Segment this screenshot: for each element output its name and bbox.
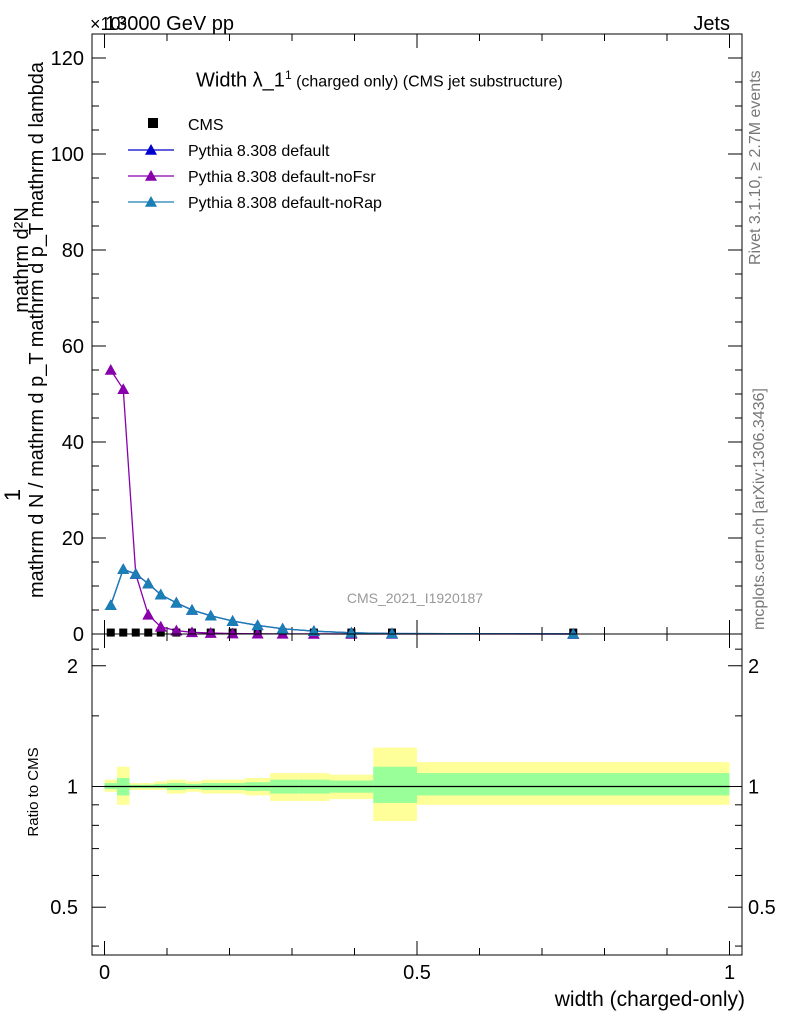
chart-title-rest: (charged only) (CMS jet substructure) — [291, 73, 563, 91]
series-point — [104, 364, 117, 375]
legend-marker-triangle — [145, 144, 157, 155]
text-layer: 13000 GeV pp ×10³ Jets Rivet 3.1.10, ≥ 2… — [0, 13, 768, 1011]
main-ytick-label: 20 — [62, 528, 84, 550]
series-point — [251, 619, 264, 631]
ratio-xlabel: width (charged-only) — [554, 988, 745, 1011]
series-point — [226, 615, 239, 626]
header-jets: Jets — [693, 13, 730, 35]
ratio-ylabel: Ratio to CMS — [25, 747, 42, 836]
main-ytick-label: 40 — [62, 432, 84, 454]
ratio-ytick-label: 2 — [67, 656, 78, 678]
legend-marker-triangle — [145, 196, 157, 207]
ratio-ytick-label-right: 1 — [748, 776, 759, 798]
series-line — [110, 369, 574, 635]
chart-title: Width λ_11 (charged only) (CMS jet subst… — [196, 68, 563, 93]
ylabel-numerator: mathrm d²N — [11, 207, 33, 313]
series-point — [142, 608, 155, 620]
series-point — [170, 624, 183, 636]
header-process: 13000 GeV pp — [105, 13, 234, 35]
main-ytick-label: 80 — [62, 240, 84, 262]
series-point — [142, 577, 155, 589]
cms-point — [131, 628, 140, 637]
legend-marker-triangle — [145, 170, 157, 181]
series-point — [170, 596, 183, 608]
legend-label: Pythia 8.308 default — [188, 143, 330, 160]
legend-label: Pythia 8.308 default-noRap — [188, 195, 382, 212]
main-ytick-label: 120 — [51, 48, 84, 70]
series-point — [204, 627, 217, 638]
ratio-xtick-label: 0 — [99, 962, 110, 984]
ylabel-one: 1 — [0, 489, 25, 501]
series-point — [154, 620, 167, 632]
header-exponent: ×10³ — [90, 14, 127, 34]
main-panel: 0 20 40 60 80 100 120 CMS Pythia 8.308 default Py… — [51, 33, 743, 646]
cms-point — [106, 628, 115, 637]
series-point — [186, 604, 198, 615]
cms-point — [144, 628, 153, 637]
series-point — [117, 383, 130, 394]
series-line — [110, 568, 574, 635]
rivet-label: Rivet 3.1.10, ≥ 2.7M events — [747, 70, 764, 265]
series-point — [251, 627, 264, 639]
series-point — [154, 588, 167, 600]
chart-title-main: Width λ_1 — [196, 69, 285, 92]
series-point — [117, 563, 130, 574]
analysis-watermark: CMS_2021_I1920187 — [347, 590, 483, 606]
ratio-ytick-label: 1 — [67, 776, 78, 798]
ratio-ytick-label-right: 0.5 — [748, 897, 776, 919]
legend-marker-square — [148, 118, 158, 128]
chart-title-sup: 1 — [284, 68, 292, 82]
mcplots-label: mcplots.cern.ch [arXiv:1306.3436] — [751, 388, 768, 630]
ratio-ytick-label: 0.5 — [50, 897, 78, 919]
ratio-xtick-label: 1 — [724, 962, 735, 984]
ratio-ytick-label-right: 2 — [748, 656, 759, 678]
series-point — [104, 599, 117, 610]
series-point — [276, 622, 289, 634]
legend-label: Pythia 8.308 default-noFsr — [188, 169, 376, 186]
series-point — [567, 627, 580, 639]
ratio-band-inner — [373, 766, 417, 803]
main-ytick-label: 0 — [73, 624, 84, 646]
legend: CMS Pythia 8.308 default Pythia 8.308 defa… — [128, 117, 382, 212]
main-ytick-label: 60 — [62, 336, 84, 358]
ratio-band-inner — [417, 773, 730, 796]
series-point — [386, 627, 398, 639]
ylabel-denominator: mathrm d N / mathrm d p_T mathrm d p_T m… — [26, 61, 48, 598]
cms-point — [119, 628, 128, 637]
ratio-panel: 0.5 0.5 1 1 2 2 0 0.5 1 — [50, 633, 776, 984]
ratio-xtick-label: 0.5 — [403, 962, 431, 984]
series-line — [110, 568, 574, 635]
cms-point — [156, 628, 165, 637]
legend-label: CMS — [188, 117, 224, 134]
main-ytick-label: 100 — [51, 144, 84, 166]
series-point — [204, 609, 217, 621]
series-point — [129, 568, 142, 579]
series-point — [307, 625, 320, 636]
